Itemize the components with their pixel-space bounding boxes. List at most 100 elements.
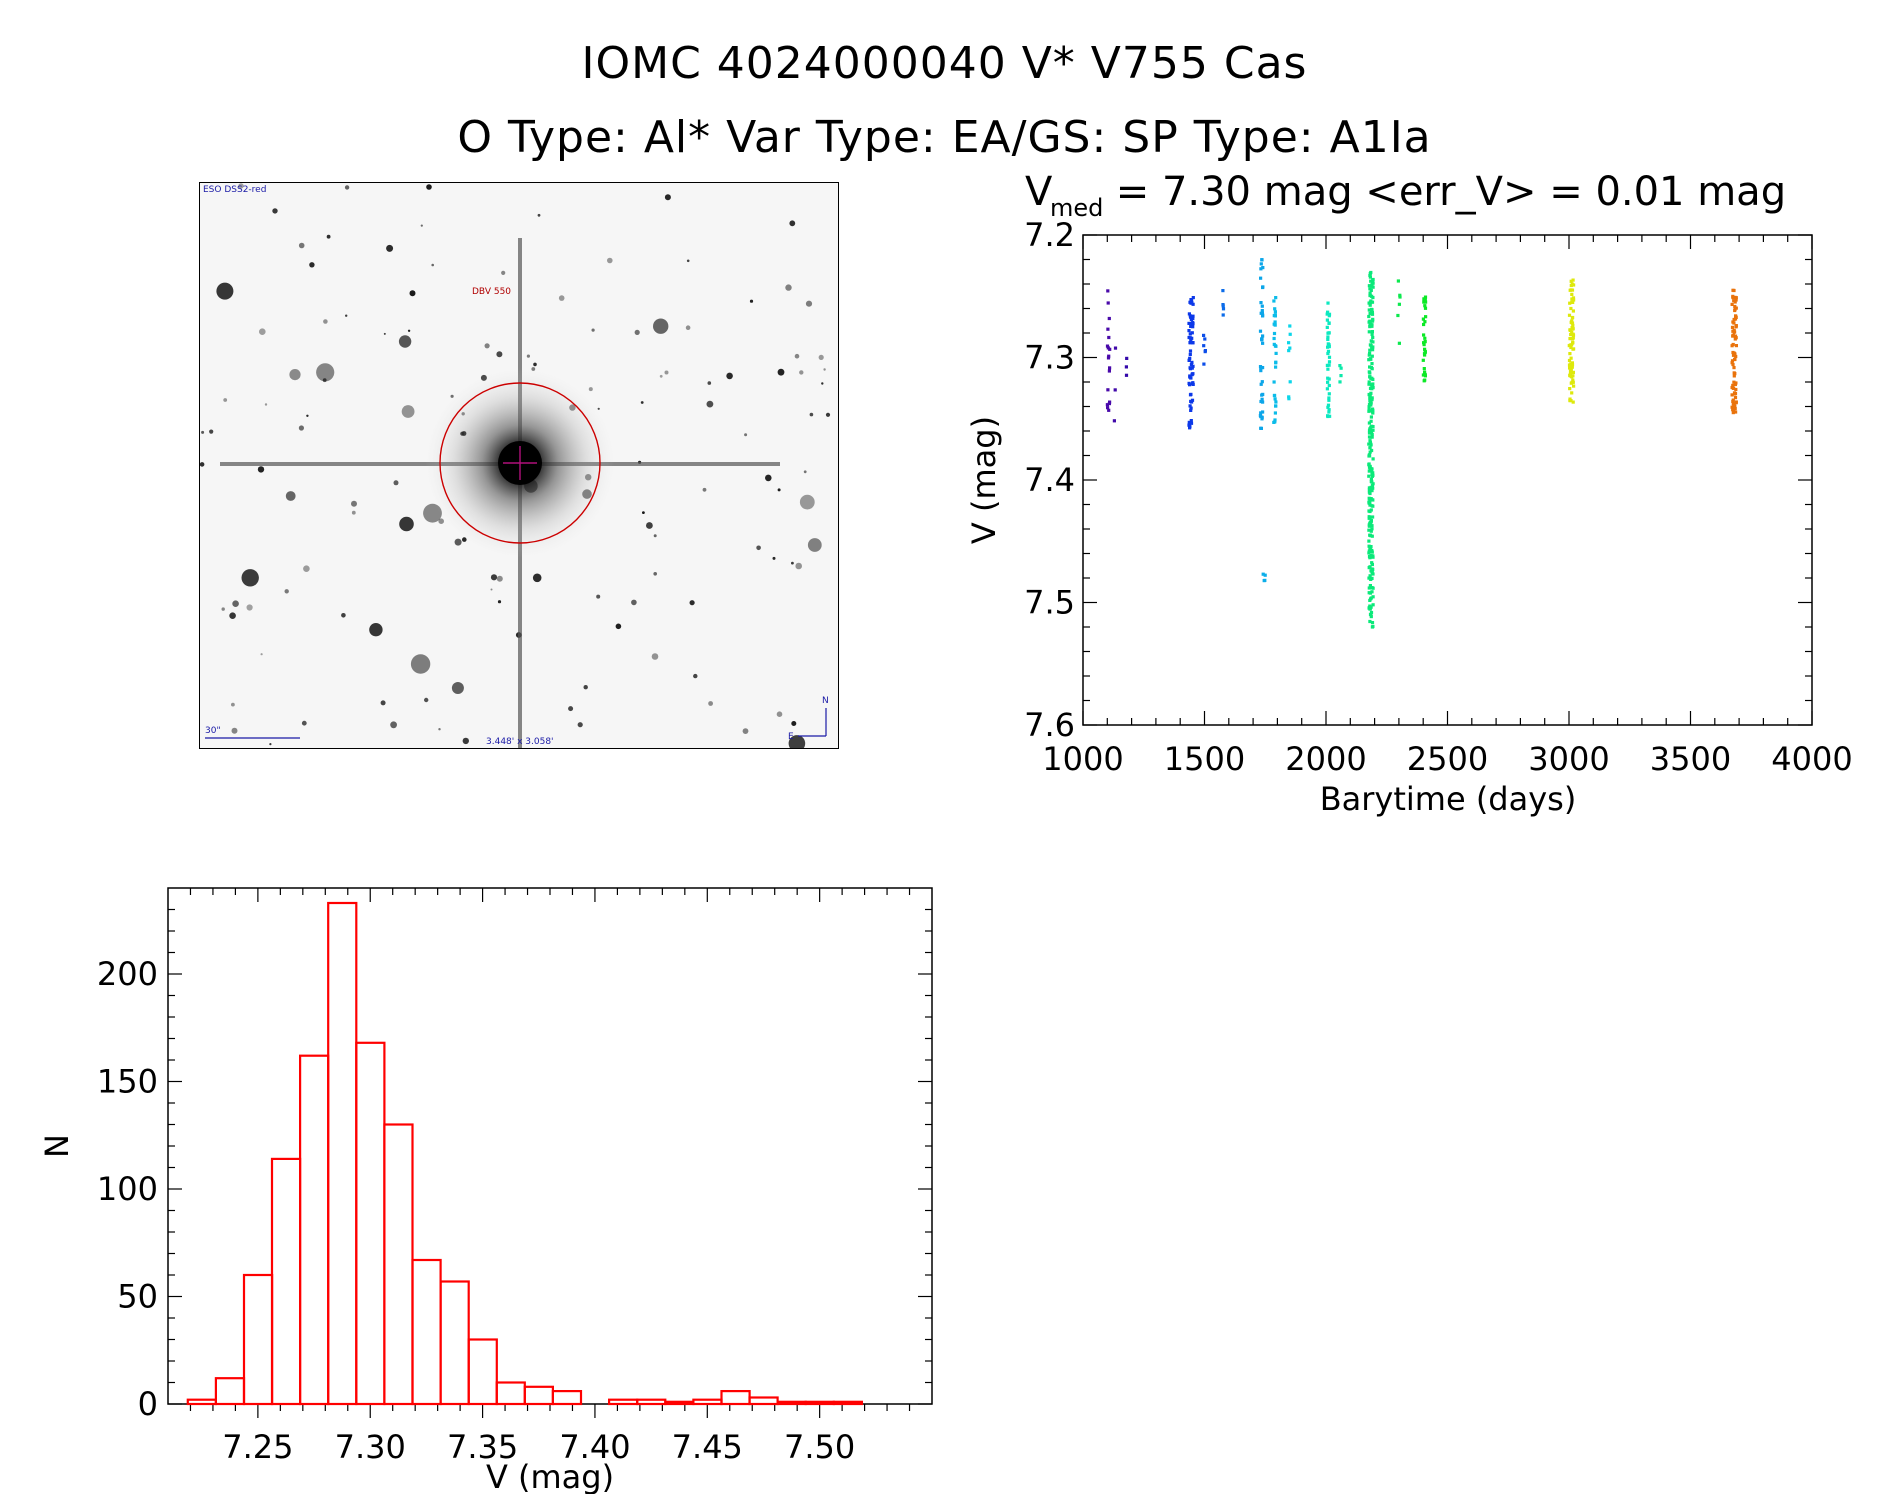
- data-point: [1568, 374, 1572, 378]
- data-point: [1570, 300, 1574, 304]
- data-point: [1368, 619, 1372, 624]
- y-tick-label: 7.4: [1024, 461, 1075, 499]
- background-star: [591, 328, 595, 332]
- data-point: [1326, 376, 1330, 380]
- data-point: [1367, 407, 1371, 411]
- histogram-bar: [748, 1396, 779, 1406]
- data-point: [1108, 366, 1112, 370]
- sky-image-panel: ESO DSS2-red DBV 550 30" 3.448' x 3.058'…: [199, 182, 839, 749]
- data-point: [1261, 366, 1265, 370]
- data-point: [1731, 320, 1735, 324]
- data-point: [1187, 312, 1191, 316]
- data-point: [1369, 442, 1373, 446]
- data-point: [1261, 334, 1265, 338]
- histogram-bar: [186, 1398, 218, 1406]
- data-point: [1368, 272, 1372, 276]
- data-point: [1261, 572, 1265, 576]
- background-star: [791, 561, 794, 565]
- background-star: [490, 588, 493, 591]
- data-point: [1367, 358, 1371, 362]
- data-point: [1370, 362, 1374, 366]
- data-point: [1368, 351, 1372, 355]
- data-point: [1732, 371, 1736, 375]
- y-tick-label: 7.5: [1024, 584, 1075, 622]
- data-point: [1274, 351, 1278, 355]
- data-point: [1125, 356, 1129, 360]
- background-star: [533, 362, 537, 367]
- data-point: [1190, 360, 1194, 364]
- background-star: [272, 208, 278, 214]
- data-point: [1327, 396, 1331, 400]
- data-point: [1570, 321, 1575, 325]
- data-point: [1369, 613, 1373, 617]
- background-star: [231, 702, 235, 707]
- x-tick-label: 7.25: [222, 1428, 293, 1466]
- data-point: [1368, 565, 1372, 569]
- histogram-x-tick-labels: 7.25 7.30 7.35 7.40 7.45 7.50: [222, 1428, 855, 1466]
- data-point: [1569, 345, 1573, 350]
- data-point: [1370, 354, 1374, 358]
- data-point: [1272, 336, 1276, 341]
- data-point: [1369, 366, 1373, 370]
- data-point: [1339, 374, 1343, 378]
- histogram-bar: [776, 1400, 807, 1406]
- data-point: [1190, 366, 1194, 370]
- data-point: [1370, 312, 1375, 316]
- background-star: [257, 466, 265, 473]
- data-point: [1371, 555, 1375, 559]
- data-point: [1107, 354, 1111, 358]
- data-point: [1369, 279, 1373, 283]
- background-star: [490, 574, 498, 581]
- data-point: [1368, 396, 1372, 400]
- light-curve-title-main: V: [1025, 169, 1053, 215]
- data-point: [1370, 586, 1374, 590]
- background-star: [794, 353, 800, 359]
- background-star: [726, 372, 733, 380]
- background-star: [431, 263, 434, 267]
- background-star: [407, 329, 411, 332]
- data-point: [1367, 392, 1371, 397]
- background-star: [496, 575, 503, 582]
- data-point: [1190, 322, 1195, 326]
- data-point: [1571, 309, 1575, 313]
- data-point: [1274, 404, 1278, 408]
- background-star: [316, 363, 335, 382]
- background-star: [653, 572, 657, 576]
- data-point: [1274, 365, 1278, 369]
- background-star: [409, 290, 416, 297]
- background-star: [496, 351, 503, 358]
- data-point: [1368, 311, 1372, 315]
- data-point: [1422, 343, 1426, 347]
- data-point: [1288, 332, 1292, 336]
- data-point: [1371, 277, 1375, 282]
- background-star: [631, 599, 637, 606]
- data-point: [1369, 339, 1373, 343]
- data-point: [1572, 384, 1576, 388]
- histogram-xlabel: V (mag): [486, 1458, 614, 1494]
- data-point: [1568, 387, 1572, 391]
- data-point: [1370, 387, 1374, 391]
- data-point: [1189, 419, 1193, 423]
- background-star: [821, 382, 824, 385]
- data-point: [1191, 325, 1195, 329]
- background-star: [383, 332, 386, 335]
- data-point: [1731, 383, 1735, 387]
- data-point: [1260, 380, 1264, 384]
- background-star: [232, 600, 239, 607]
- x-tick-label: 2000: [1285, 740, 1366, 778]
- background-star: [264, 403, 268, 406]
- data-point: [1370, 284, 1374, 288]
- data-point: [1263, 578, 1267, 582]
- background-star: [803, 470, 807, 474]
- data-point: [1203, 350, 1207, 354]
- data-point: [1189, 324, 1193, 328]
- data-point: [1369, 409, 1373, 413]
- data-point: [1368, 520, 1372, 524]
- data-point: [1731, 334, 1735, 338]
- x-tick-label: 7.45: [672, 1428, 743, 1466]
- data-point: [1113, 388, 1117, 392]
- data-point: [1369, 518, 1373, 523]
- data-point: [1734, 298, 1738, 302]
- data-point: [1260, 309, 1264, 313]
- data-point: [1202, 344, 1206, 348]
